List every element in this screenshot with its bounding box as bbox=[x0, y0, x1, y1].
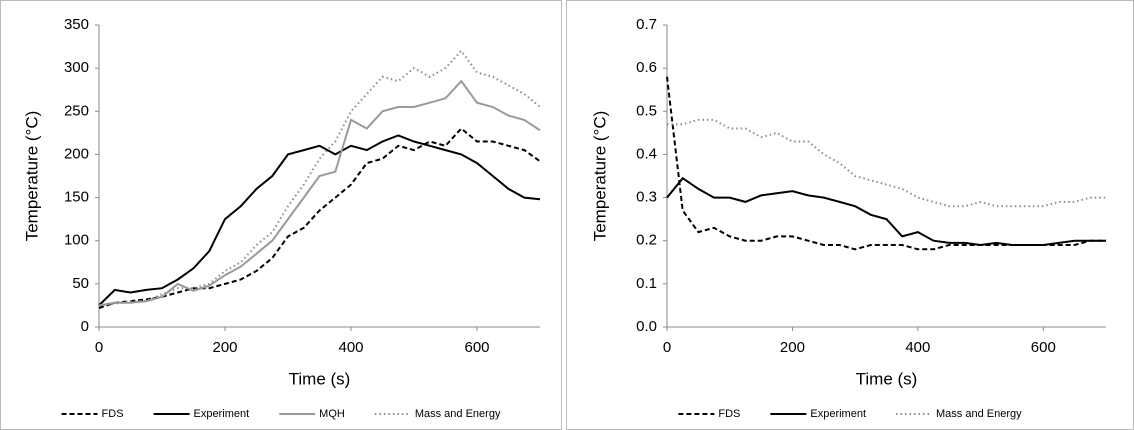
y-tick-label: 0.4 bbox=[636, 145, 657, 162]
x-axis-title: Time (s) bbox=[289, 369, 351, 388]
series-line bbox=[98, 79, 541, 307]
x-tick-label: 600 bbox=[1031, 339, 1056, 356]
y-tick-label: 350 bbox=[64, 16, 89, 33]
x-axis-title: Time (s) bbox=[856, 369, 918, 388]
legend-label: Experiment bbox=[810, 408, 866, 420]
x-tick-label: 200 bbox=[212, 339, 237, 356]
legend-label: FDS bbox=[102, 408, 124, 420]
y-tick-label: 50 bbox=[72, 275, 89, 292]
series-line bbox=[98, 134, 541, 307]
series-line bbox=[666, 76, 1106, 251]
series-line bbox=[98, 49, 541, 307]
y-tick-label: 0.1 bbox=[636, 275, 657, 292]
y-tick-label: 0 bbox=[81, 318, 89, 335]
y-tick-label: 0.3 bbox=[636, 189, 657, 206]
x-tick-label: 0 bbox=[95, 339, 103, 356]
y-axis-title: Temperature (°C) bbox=[22, 111, 41, 242]
series-line bbox=[667, 118, 1106, 208]
legend-label: Experiment bbox=[194, 408, 250, 420]
legend-label: FDS bbox=[718, 408, 740, 420]
series-line bbox=[98, 127, 541, 309]
legend-label: Mass and Energy bbox=[936, 408, 1022, 420]
y-tick-label: 300 bbox=[64, 59, 89, 76]
y-tick-label: 100 bbox=[64, 232, 89, 249]
x-tick-label: 200 bbox=[780, 339, 805, 356]
y-tick-label: 0.6 bbox=[636, 59, 657, 76]
y-tick-label: 0.5 bbox=[636, 102, 657, 119]
x-tick-label: 400 bbox=[338, 339, 363, 356]
series-line bbox=[666, 176, 1106, 247]
y-tick-label: 150 bbox=[64, 189, 89, 206]
y-tick-label: 0.7 bbox=[636, 16, 657, 33]
legend-label: MQH bbox=[319, 408, 345, 420]
x-tick-label: 600 bbox=[464, 339, 489, 356]
x-tick-label: 0 bbox=[663, 339, 671, 356]
y-tick-label: 0.2 bbox=[636, 232, 657, 249]
y-tick-label: 200 bbox=[64, 145, 89, 162]
x-tick-label: 400 bbox=[905, 339, 930, 356]
y-tick-label: 0.0 bbox=[636, 318, 657, 335]
y-axis-title: Temperature (°C) bbox=[590, 111, 609, 242]
y-tick-label: 250 bbox=[64, 102, 89, 119]
legend-label: Mass and Energy bbox=[415, 408, 501, 420]
